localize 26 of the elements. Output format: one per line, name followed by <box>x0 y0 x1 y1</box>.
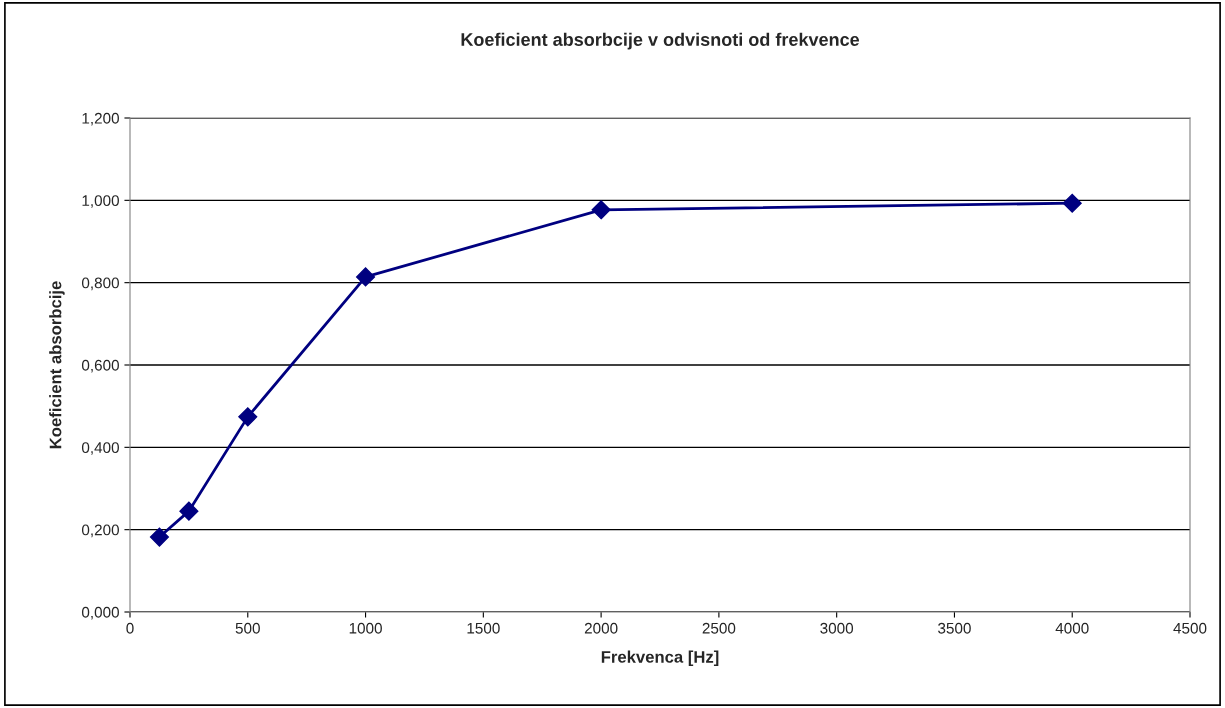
chart-title: Koeficient absorbcije v odvisnoti od frekvence <box>461 32 860 50</box>
x-tick-label: 1000 <box>349 622 382 634</box>
x-tick-label: 2500 <box>702 622 736 634</box>
x-tick-label: 4500 <box>1173 622 1207 634</box>
x-tick-label: 1500 <box>467 622 500 634</box>
point <box>1062 193 1082 213</box>
x-tick-label: 2000 <box>584 622 618 634</box>
y-tick-label: 1,200 <box>82 112 119 126</box>
x-axis-title: Frekvenca [Hz] <box>601 650 719 667</box>
x-tick-label: 3500 <box>938 622 971 634</box>
y-tick-label: 1,000 <box>82 195 119 208</box>
point <box>238 407 258 427</box>
point <box>149 527 169 547</box>
point <box>179 501 199 521</box>
x-tick-label: 3000 <box>820 622 854 634</box>
y-tick-label: 0,200 <box>81 524 119 538</box>
y-tick-label: 0,600 <box>81 359 119 373</box>
point <box>591 200 611 220</box>
y-tick-label: 0,800 <box>81 277 119 291</box>
x-tick-label: 4000 <box>1055 622 1089 634</box>
y-tick-label: 0,000 <box>81 606 119 620</box>
y-axis-title: Koeficient absorbcije <box>49 281 65 449</box>
x-tick-label: 500 <box>235 622 260 634</box>
x-tick-label: 0 <box>126 622 134 634</box>
point <box>356 267 376 287</box>
y-tick-label: 0,400 <box>81 442 119 455</box>
